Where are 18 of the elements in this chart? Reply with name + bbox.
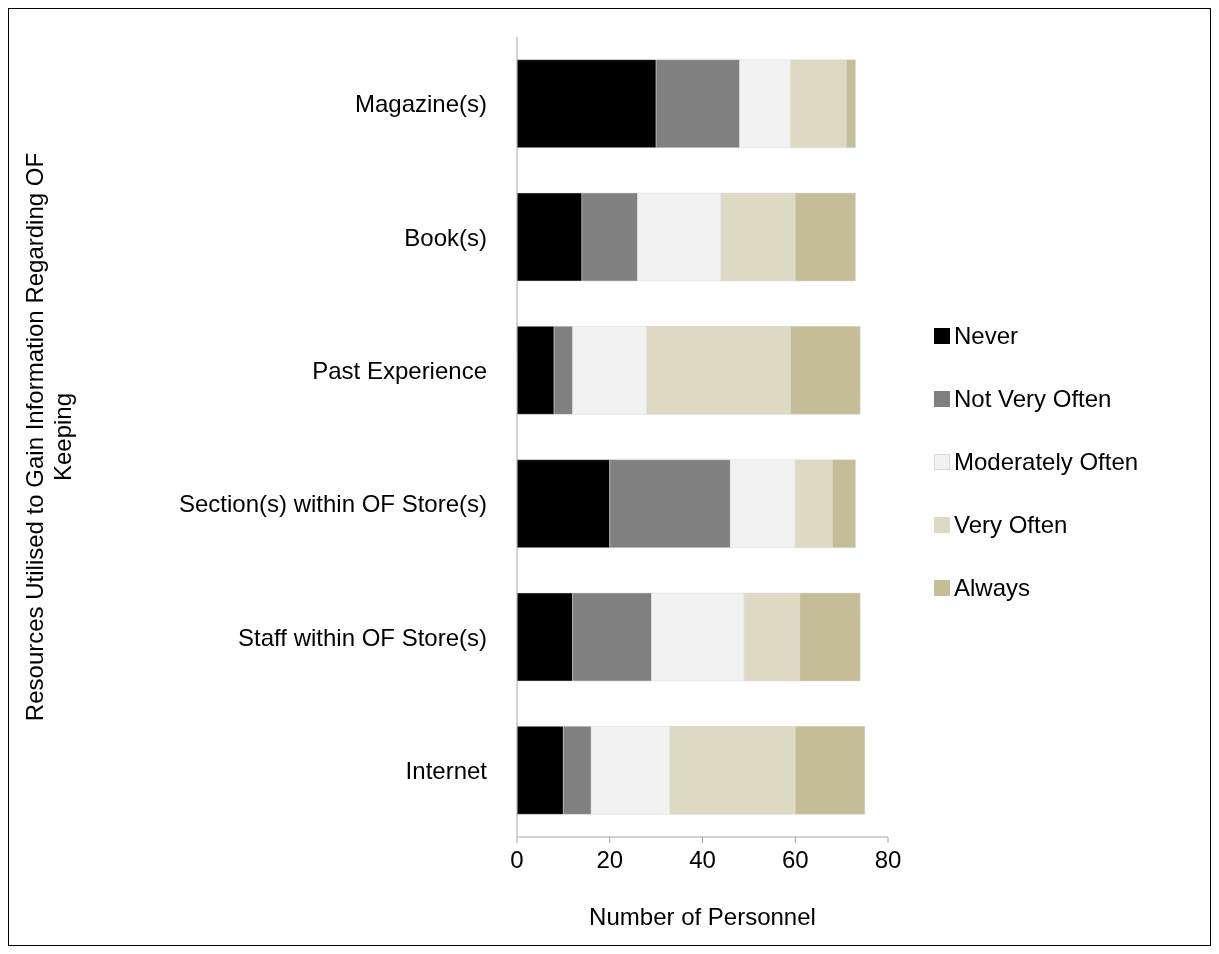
x-tick-label: 80 [874,846,902,874]
legend-label: Very Often [954,510,1068,539]
x-tick-label: 20 [596,846,624,874]
legend-label: Moderately Often [954,447,1139,476]
x-tick-label: 0 [510,846,524,874]
legend-label: Always [954,573,1031,602]
y-tick-label: Internet [405,756,488,784]
y-tick-label: Staff within OF Store(s) [238,623,487,651]
y-tick-label: Book(s) [404,223,487,251]
y-axis-title: Resources Utilised to Gain Information Regarding OF Keeping [21,152,76,722]
legend-label: Not Very Often [954,384,1112,413]
x-tick-label: 40 [689,846,716,874]
y-tick-label: Past Experience [312,356,487,384]
y-tick-label: Section(s) within OF Store(s) [178,490,487,518]
x-tick-label: 60 [781,846,809,874]
legend-label: Never [954,321,1019,350]
y-tick-label: Magazine(s) [354,90,487,118]
x-axis-title: Number of Personnel [589,903,816,930]
